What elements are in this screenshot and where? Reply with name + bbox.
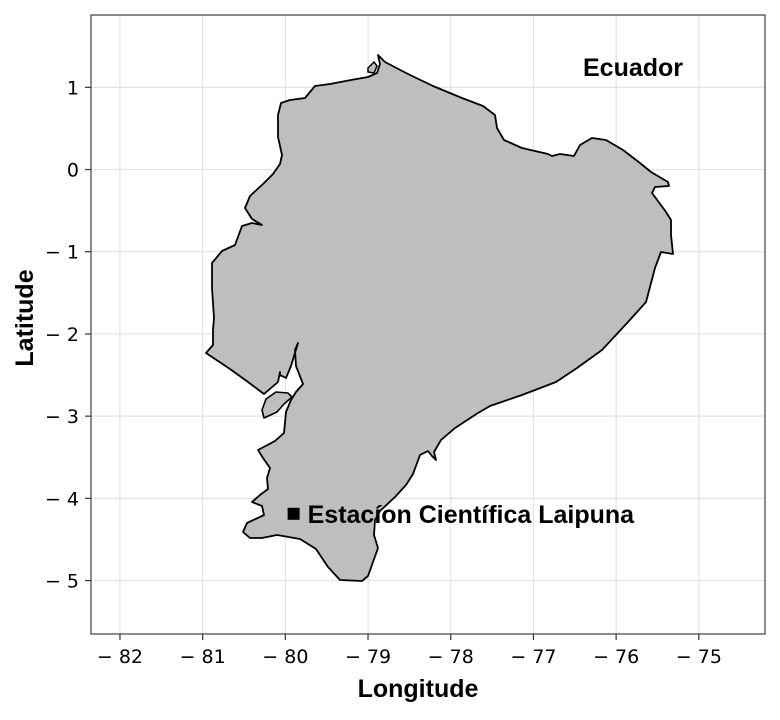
northern-islet-shape xyxy=(367,60,378,74)
y-tick-label: 1 xyxy=(67,77,79,99)
x-tick-label: − 82 xyxy=(97,646,143,668)
puna-island-shape xyxy=(261,391,293,419)
y-axis-title: Latitude xyxy=(11,269,39,366)
x-tick-label: − 78 xyxy=(428,646,474,668)
y-tick-label: − 3 xyxy=(45,406,79,428)
y-tick-label: − 1 xyxy=(45,242,79,264)
country-label: Ecuador xyxy=(583,54,683,82)
map-panel-border xyxy=(90,14,766,635)
x-tick-label: − 75 xyxy=(676,646,722,668)
site-label: Estacíon Científica Laipuna xyxy=(308,501,636,529)
x-tick-label: − 77 xyxy=(510,646,556,668)
x-axis-ticks: − 82 − 81 − 80 − 79 − 78 − 77 − 76 − 75 xyxy=(97,634,722,668)
y-tick-label: − 2 xyxy=(45,324,79,346)
ecuador-mainland-shape xyxy=(205,54,674,582)
site-square-marker xyxy=(287,507,300,520)
x-axis-title: Longitude xyxy=(358,675,479,703)
y-tick-label: − 5 xyxy=(45,571,79,593)
x-tick-label: − 81 xyxy=(180,646,226,668)
y-tick-label: − 4 xyxy=(45,488,79,510)
y-axis-ticks: 1 0 − 1 − 2 − 3 − 4 − 5 xyxy=(45,77,91,593)
x-tick-label: − 76 xyxy=(593,646,639,668)
x-tick-label: − 79 xyxy=(345,646,391,668)
x-tick-label: − 80 xyxy=(262,646,308,668)
y-tick-label: 0 xyxy=(67,160,79,182)
